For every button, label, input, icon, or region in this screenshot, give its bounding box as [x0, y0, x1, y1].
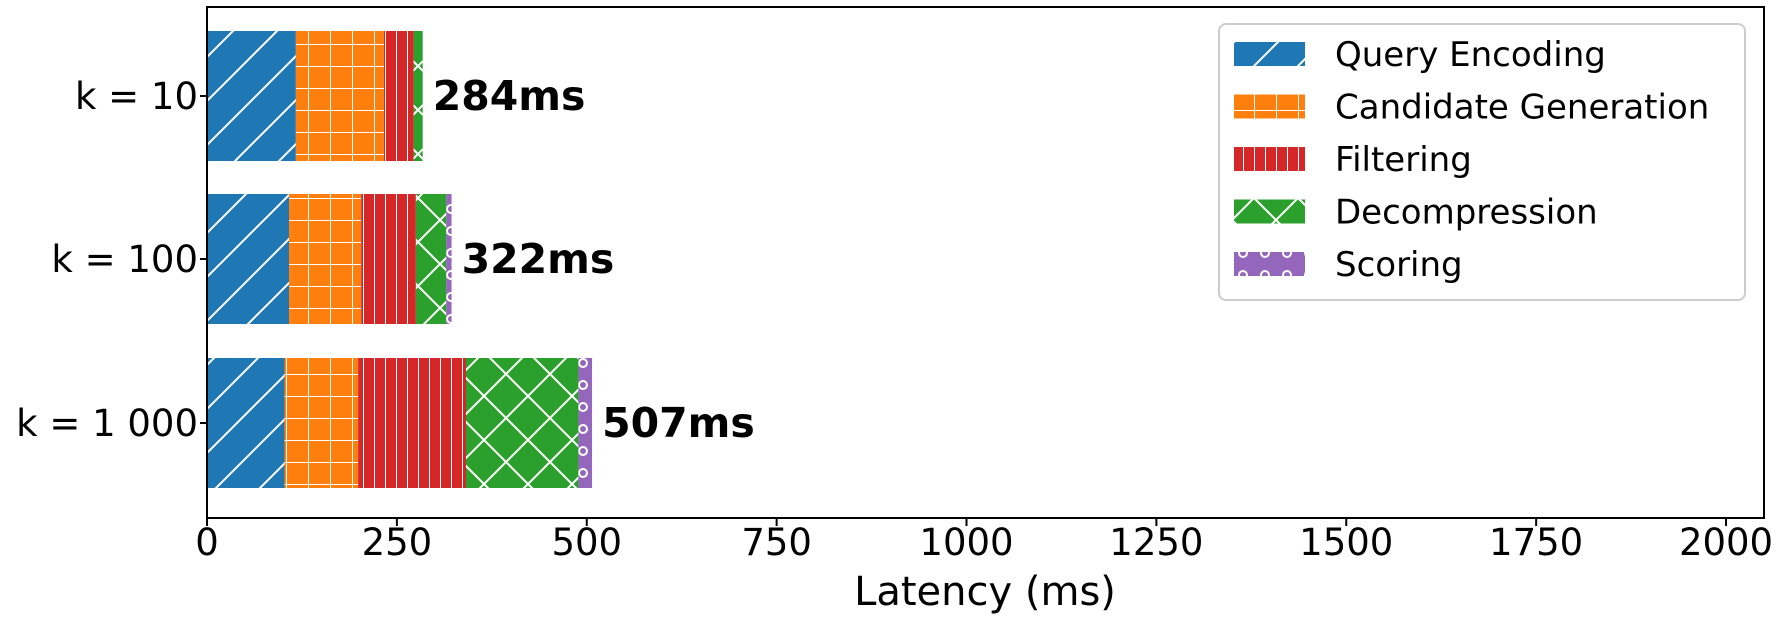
- bar-k-1-000-query-encoding-hatch: [207, 358, 285, 488]
- legend-swatch-query-encoding-hatch: [1234, 42, 1305, 66]
- bars-group: [207, 31, 593, 488]
- bar-k-10-candidate-generation-hatch: [295, 31, 384, 161]
- bar-k-10-decompression-hatch: [413, 31, 423, 161]
- x-tick-label-0: 0: [195, 521, 219, 564]
- x-axis-title: Latency (ms): [854, 569, 1116, 615]
- y-tick-label-k-1-000: k = 1 000: [16, 402, 198, 445]
- bar-k-10-filtering-hatch: [383, 31, 414, 161]
- total-label-k-10: 284ms: [433, 72, 586, 120]
- legend-swatch-decompression-hatch: [1234, 199, 1305, 224]
- x-tick-label-1750: 1750: [1489, 521, 1583, 564]
- x-tick-label-1500: 1500: [1299, 521, 1393, 564]
- x-tick-label-1000: 1000: [919, 521, 1013, 564]
- bar-k-10-query-encoding-hatch: [207, 31, 296, 161]
- bar-k-100-candidate-generation-hatch: [289, 194, 362, 324]
- legend-label-query-encoding: Query Encoding: [1335, 35, 1606, 75]
- y-axis: k = 10 k = 100 k = 1 000: [16, 75, 207, 445]
- bar-k-1-000-scoring-hatch: [578, 358, 593, 488]
- total-label-k-100: 322ms: [462, 235, 615, 283]
- bar-k-1-000-candidate-generation-hatch: [284, 358, 359, 488]
- x-tick-label-1250: 1250: [1109, 521, 1203, 564]
- legend-label-scoring: Scoring: [1335, 245, 1463, 285]
- bar-k-100-decompression-hatch: [415, 194, 447, 324]
- total-labels-group: 284ms 322ms 507ms: [433, 72, 755, 447]
- legend-label-filtering: Filtering: [1335, 140, 1472, 180]
- y-tick-label-k-10: k = 10: [75, 75, 198, 118]
- bar-k-1-000-filtering-hatch: [358, 358, 466, 488]
- total-label-k-1-000: 507ms: [602, 399, 755, 447]
- legend-swatch-scoring-hatch: [1234, 252, 1305, 276]
- bar-k-100-filtering-hatch: [361, 194, 416, 324]
- legend-label-decompression: Decompression: [1335, 193, 1598, 233]
- x-tick-label-250: 250: [362, 521, 433, 564]
- bar-k-1-000-decompression-hatch: [465, 358, 579, 488]
- bar-k-100-scoring-hatch: [446, 194, 452, 324]
- legend-label-candidate-generation: Candidate Generation: [1335, 88, 1709, 128]
- plot-frame: [206, 6, 1765, 519]
- x-tick-label-500: 500: [551, 521, 622, 564]
- legend-frame: [1218, 23, 1746, 301]
- x-axis: 0 250 500 750 1000 1250 1500 1750 2000: [195, 518, 1773, 564]
- y-tick-label-k-100: k = 100: [51, 238, 198, 281]
- legend-swatch-filtering-hatch: [1234, 147, 1305, 171]
- x-tick-label-750: 750: [741, 521, 812, 564]
- x-tick-label-2000: 2000: [1679, 521, 1773, 564]
- legend-swatch-candidate-generation-hatch: [1234, 94, 1305, 119]
- legend: Query Encoding Candidate Generation Filter…: [1218, 23, 1746, 301]
- bar-k-100-query-encoding-hatch: [207, 194, 290, 324]
